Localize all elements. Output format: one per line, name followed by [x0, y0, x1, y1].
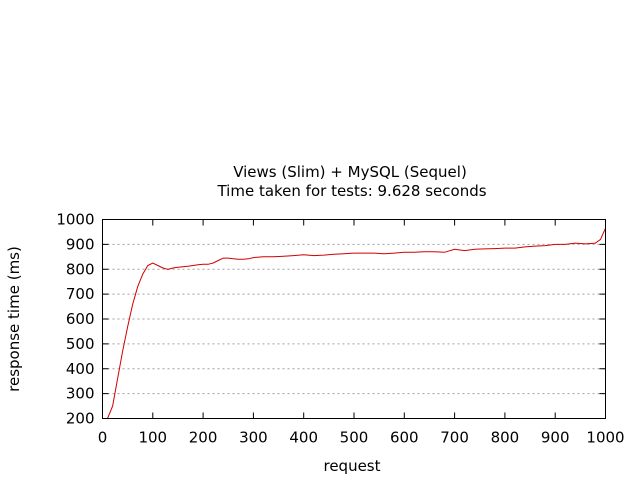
axis-ticks: [102, 219, 606, 419]
x-tick-label: 0: [98, 429, 108, 447]
y-tick-label: 800: [66, 260, 95, 278]
y-tick-label: 700: [66, 285, 95, 303]
y-tick-label: 400: [66, 360, 95, 378]
series-line: [102, 227, 606, 419]
x-tick-labels: 0 100 200 300 400 500 600 700 800 900 1000: [98, 429, 625, 447]
x-tick-label: 600: [390, 429, 419, 447]
y-tick-label: 200: [66, 410, 95, 428]
x-tick-label: 800: [491, 429, 520, 447]
x-tick-label: 500: [340, 429, 369, 447]
chart-subtitle: Time taken for tests: 9.628 seconds: [216, 182, 486, 200]
y-tick-label: 900: [66, 235, 95, 253]
y-tick-label: 300: [66, 385, 95, 403]
x-tick-label: 900: [541, 429, 570, 447]
y-tick-label: 1000: [56, 211, 94, 229]
x-tick-label: 200: [189, 429, 218, 447]
grid-lines: [102, 243, 606, 395]
x-tick-label: 300: [239, 429, 268, 447]
x-tick-label: 1000: [586, 429, 624, 447]
y-tick-label: 500: [66, 335, 95, 353]
y-tick-label: 600: [66, 310, 95, 328]
chart-title: Views (Slim) + MySQL (Sequel): [233, 163, 467, 181]
x-tick-label: 400: [289, 429, 318, 447]
y-tick-labels: 200 300 400 500 600 700 800 900 1000: [56, 211, 94, 428]
plot-frame: [102, 219, 606, 419]
y-axis-label: response time (ms): [5, 246, 23, 392]
x-tick-label: 100: [138, 429, 167, 447]
x-axis-label: request: [323, 457, 380, 475]
x-tick-label: 700: [440, 429, 469, 447]
